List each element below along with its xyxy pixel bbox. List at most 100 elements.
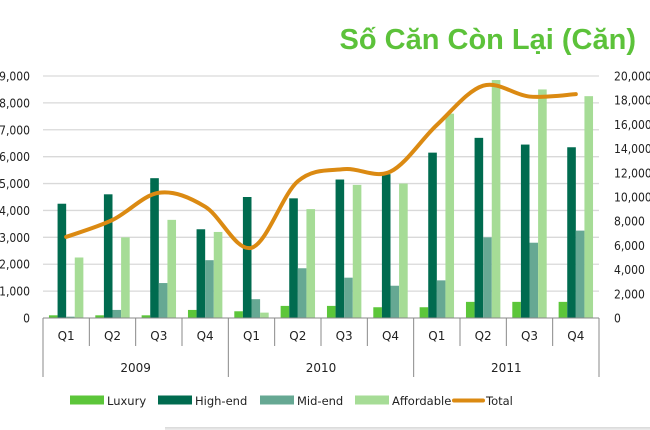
bar-affordable [74,257,84,318]
legend-swatch [260,395,294,405]
bar-luxury [465,301,475,318]
bar-luxury [187,309,197,318]
bar-high-end [289,198,298,318]
bar-luxury [48,315,58,318]
y-tick-label: 5,000 [0,177,30,191]
x-category-label: Q2 [104,329,121,343]
bar-high-end [381,174,391,318]
legend-item-luxury: Luxury [70,394,146,408]
y-tick-label: 1,000 [0,285,30,299]
x-group-label: 2010 [306,361,337,375]
x-group-label: 2009 [120,361,151,375]
bar-high-end [103,194,113,318]
bar-luxury [95,315,104,318]
legend-item-high-end: High-end [158,394,247,408]
axes [42,317,600,377]
bar-affordable [399,183,408,318]
bar-mid-end [529,242,539,318]
y-axis-left-ticks: 0 1,000 2,000 3,000 4,000 5,000 6,000 7,000 8,00… [0,70,30,326]
bar-high-end [335,179,345,318]
chart-title: Số Căn Còn Lại (Căn) [339,24,636,56]
y2-tick-label: 2,000 [614,287,645,301]
y2-tick-label: 16,000 [614,118,650,132]
y-tick-label: 7,000 [0,123,30,137]
y2-tick-label: 10,000 [614,191,650,205]
bar-affordable [352,184,362,318]
x-category-label: Q1 [428,329,445,343]
y2-tick-label: 20,000 [614,70,650,84]
bar-high-end [57,203,67,318]
y2-tick-label: 12,000 [614,166,650,180]
legend-swatch [452,398,485,403]
bar-luxury [512,301,521,318]
bar-mid-end [251,299,261,318]
total-line [64,82,578,250]
y-tick-label: 8,000 [0,96,30,110]
bar-mid-end [297,268,307,318]
y-tick-label: 9,000 [0,70,30,84]
x-category-label: Q2 [475,329,492,343]
bar-high-end [428,152,437,318]
bar-luxury [326,305,336,318]
bar-high-end [196,229,206,318]
bar-affordable [445,113,455,319]
bar-high-end [520,144,530,318]
legend-label: Total [485,394,513,408]
bar-affordable [121,237,130,318]
bar-affordable [306,209,316,318]
bar-luxury [558,301,568,318]
bar-luxury [419,307,429,318]
bar-mid-end [575,230,585,318]
bar-mid-end [205,260,214,318]
bar-high-end [242,197,252,318]
y-tick-label: 0 [23,312,30,326]
x-category-label: Q3 [521,329,538,343]
legend-swatch [158,395,192,405]
bar-affordable [538,89,547,318]
bar-affordable [491,80,501,319]
bar-mid-end [158,283,168,318]
x-category-label: Q1 [58,329,75,343]
y2-tick-label: 18,000 [614,94,650,108]
y-axis-right-ticks: 0 2,000 4,000 6,000 8,000 10,000 12,000 14,000 1… [614,70,650,326]
y2-tick-label: 4,000 [614,263,645,277]
bar-mid-end [436,280,446,318]
bottom-edge-strip [165,427,650,430]
x-group-label: 2011 [491,361,522,375]
legend-label: Mid-end [297,394,343,408]
bar-affordable [260,312,269,318]
x-category-label: Q4 [197,329,214,343]
legend-swatch [70,395,104,405]
legend-item-mid-end: Mid-end [260,394,343,408]
bar-affordable [213,231,223,318]
bar-mid-end [344,277,353,318]
bar-affordable [167,219,177,318]
bar-luxury [280,305,290,318]
bar-luxury [373,307,382,318]
x-category-label: Q4 [382,329,399,343]
y2-tick-label: 6,000 [614,239,645,253]
y2-tick-label: 0 [614,312,621,326]
y-tick-label: 2,000 [0,258,30,272]
legend-item-total: Total [452,394,513,408]
y-tick-label: 6,000 [0,150,30,164]
legend-label: Luxury [107,394,146,408]
bar-mid-end [112,309,122,318]
x-axis-categories: Q1 Q2 Q3 Q4 Q1 Q2 Q3 Q4 Q1 Q2 Q3 Q4 2009 2010 2011 [58,329,585,375]
x-category-label: Q3 [150,329,167,343]
bar-high-end [567,147,576,318]
y2-tick-label: 8,000 [614,215,645,229]
y2-tick-label: 14,000 [614,142,650,156]
legend: Luxury High-end Mid-end Affordable Total [70,394,513,408]
x-category-label: Q2 [289,329,306,343]
x-category-label: Q3 [336,329,353,343]
x-category-label: Q4 [567,329,584,343]
legend-item-affordable: Affordable [355,394,451,408]
bar-mid-end [390,285,400,318]
bar-luxury [234,311,243,318]
legend-swatch [355,395,389,405]
legend-label: High-end [195,394,247,408]
bar-high-end [150,178,159,318]
legend-label: Affordable [392,394,451,408]
bar-affordable [584,96,594,319]
